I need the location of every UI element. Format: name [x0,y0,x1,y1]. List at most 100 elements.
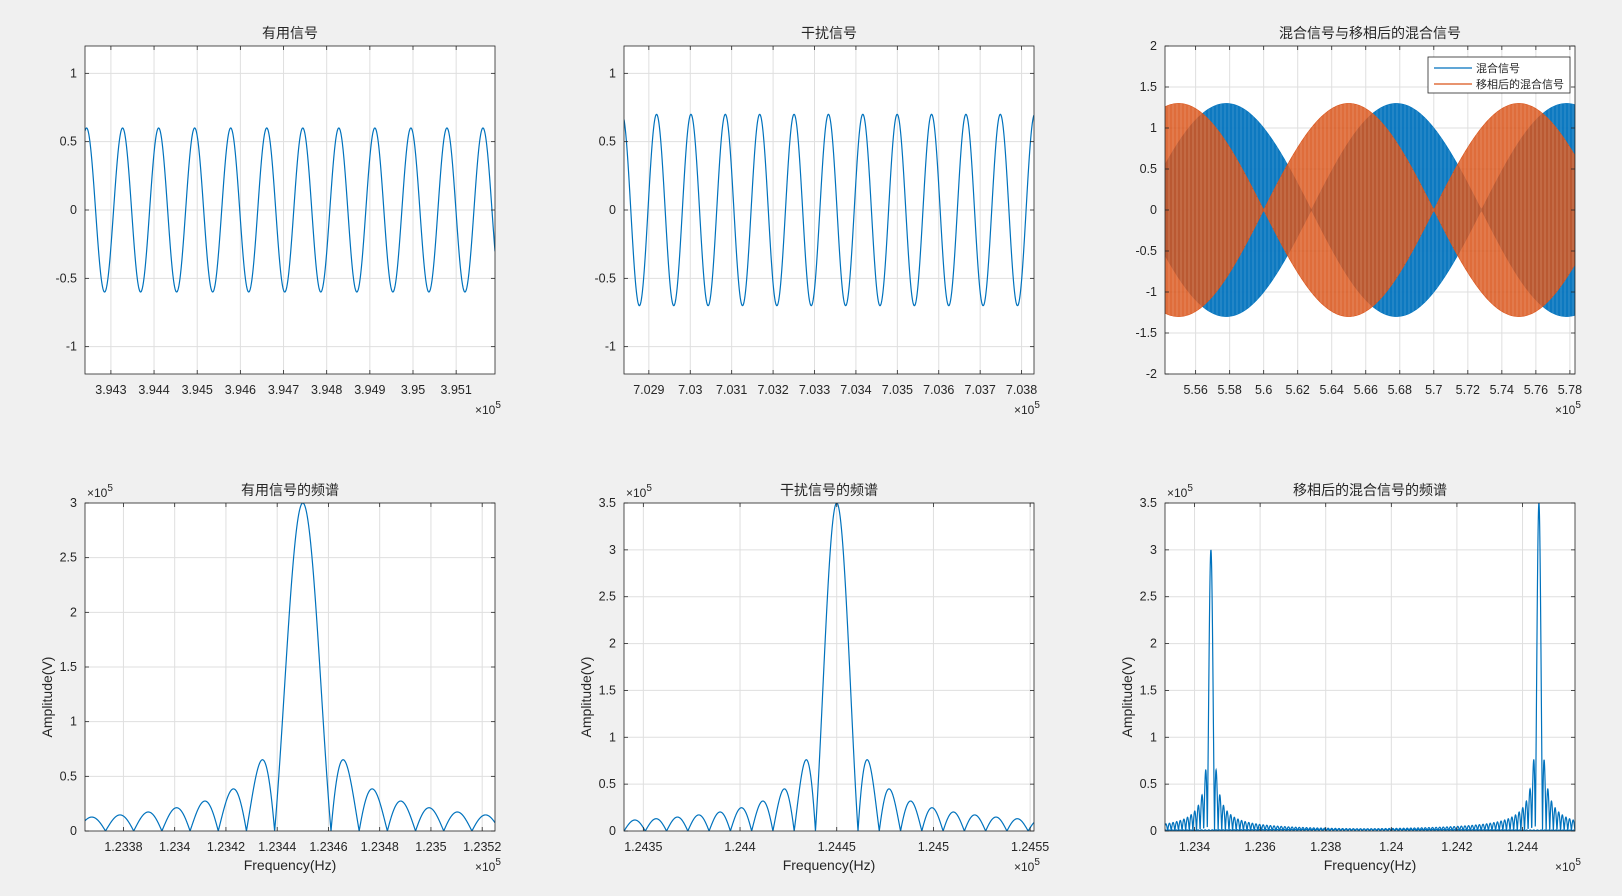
axes-frame [1164,502,1576,832]
y-exponent-label: ×105 [87,483,113,500]
x-tick-label: 1.2344 [258,840,296,854]
y-tick-label: -0.5 [1135,244,1157,258]
x-tick-label: 7.037 [965,383,996,397]
x-tick-label: 1.2348 [361,840,399,854]
y-tick-label: 0 [1150,824,1157,838]
x-tick-label: 3.945 [182,383,213,397]
x-tick-label: 5.56 [1183,383,1207,397]
x-exponent-label: ×105 [1555,400,1581,417]
x-tick-label: 3.95 [401,383,425,397]
x-tick-label: 1.234 [159,840,190,854]
x-tick-label: 7.036 [923,383,954,397]
spectrum-line [1165,503,1575,831]
y-axis-label: Amplitude(V) [39,657,55,738]
plot-area [624,503,1034,831]
y-tick-label: 2.5 [1140,590,1157,604]
y-tick-label: 0 [609,203,616,217]
legend-box [1427,56,1571,94]
x-tick-label: 5.78 [1558,383,1582,397]
x-tick-label: 7.035 [882,383,913,397]
y-tick-label: -1 [1146,285,1157,299]
y-tick-label: 1.5 [1140,683,1157,697]
y-tick-label: -1 [605,340,616,354]
x-tick-label: 1.245 [918,840,949,854]
y-tick-label: 1.5 [60,660,77,674]
x-exponent-label: ×105 [475,400,501,417]
x-tick-label: 3.946 [225,383,256,397]
x-tick-label: 5.62 [1286,383,1310,397]
subplot-1: 3.943 3.944 3.945 3.946 3.947 3.948 3.949 3.95 3… [55,26,501,417]
series-line [85,127,495,293]
x-tick-label: 1.244 [1507,840,1538,854]
y-tick-label: 0.5 [60,769,77,783]
y-exponent-label: ×105 [626,483,652,500]
x-tick-label: 1.24 [1379,840,1403,854]
y-exponent-label: ×105 [1167,483,1193,500]
chart-title: 干扰信号的频谱 [780,483,878,499]
y-tick-label: 0.5 [599,135,616,149]
x-tick-label: 7.029 [633,383,664,397]
x-tick-label: 5.74 [1490,383,1514,397]
x-tick-label: 5.6 [1255,383,1272,397]
x-tick-label: 5.72 [1456,383,1480,397]
y-tick-label: 3.5 [599,496,616,510]
y-tick-label: 1 [1150,730,1157,744]
y-axis-label: Amplitude(V) [1119,657,1135,738]
x-tick-label: 5.68 [1388,383,1412,397]
subplot-3: 5.56 5.58 5.6 5.62 5.64 5.66 5.68 5.7 5.72 5.74 5.… [1135,26,1582,417]
legend-entry: 混合信号 [1476,61,1520,75]
x-tick-label: 5.64 [1320,383,1344,397]
x-tick-label: 1.2346 [309,840,347,854]
y-tick-label: 1 [70,715,77,729]
x-tick-label: 1.235 [415,840,446,854]
series-line [624,113,1034,307]
y-tick-label: 3 [609,543,616,557]
y-tick-label: 0 [609,824,616,838]
x-tick-label: 3.948 [311,383,342,397]
x-tick-label: 1.2342 [207,840,245,854]
y-tick-label: 1.5 [599,683,616,697]
y-tick-label: 2 [1150,637,1157,651]
y-tick-label: -0.5 [55,271,77,285]
y-tick-label: -0.5 [594,271,616,285]
y-tick-label: 0 [70,203,77,217]
subplot-4: 1.2338 1.234 1.2342 1.2344 1.2346 1.2348 1.235… [39,483,501,874]
y-tick-label: 2.5 [60,551,77,565]
x-tick-label: 1.2352 [463,840,501,854]
subplot-6: 1.234 1.236 1.238 1.24 1.242 1.244 0 0.5 1 1.5 2 2.… [1119,483,1581,874]
x-axis-label: Frequency(Hz) [1324,857,1417,873]
x-tick-label: 3.951 [441,383,472,397]
y-tick-label: 2 [70,605,77,619]
x-exponent-label: ×105 [1014,400,1040,417]
x-tick-label: 1.242 [1441,840,1472,854]
x-tick-label: 3.947 [268,383,299,397]
y-tick-label: 2 [1150,39,1157,53]
x-axis-label: Frequency(Hz) [244,857,337,873]
subplot-2: 7.029 7.03 7.031 7.032 7.033 7.034 7.035 7.036 7… [594,26,1040,417]
spectrum-line [85,503,495,831]
x-tick-label: 7.038 [1006,383,1037,397]
chart-title: 有用信号的频谱 [241,483,339,499]
x-tick-label: 3.943 [95,383,126,397]
x-exponent-label: ×105 [475,857,501,874]
y-tick-label: 3.5 [1140,496,1157,510]
x-tick-label: 1.234 [1179,840,1210,854]
y-tick-label: 1 [609,730,616,744]
y-tick-label: 1 [70,66,77,80]
x-axis-label: Frequency(Hz) [783,857,876,873]
chart-title: 混合信号与移相后的混合信号 [1279,26,1461,42]
x-tick-label: 5.76 [1524,383,1548,397]
x-tick-label: 3.944 [138,383,169,397]
subplot-5: 1.2435 1.244 1.2445 1.245 1.2455 0 0.5 1 1.5 2 2.5… [578,483,1049,874]
x-tick-label: 1.244 [724,840,755,854]
x-tick-label: 7.033 [799,383,830,397]
x-tick-label: 1.2455 [1011,840,1049,854]
y-tick-label: -2 [1146,367,1157,381]
x-tick-label: 1.238 [1310,840,1341,854]
y-tick-label: 2 [609,637,616,651]
x-tick-label: 5.58 [1217,383,1241,397]
chart-title: 有用信号 [262,26,318,42]
chart-title: 移相后的混合信号的频谱 [1293,483,1447,499]
